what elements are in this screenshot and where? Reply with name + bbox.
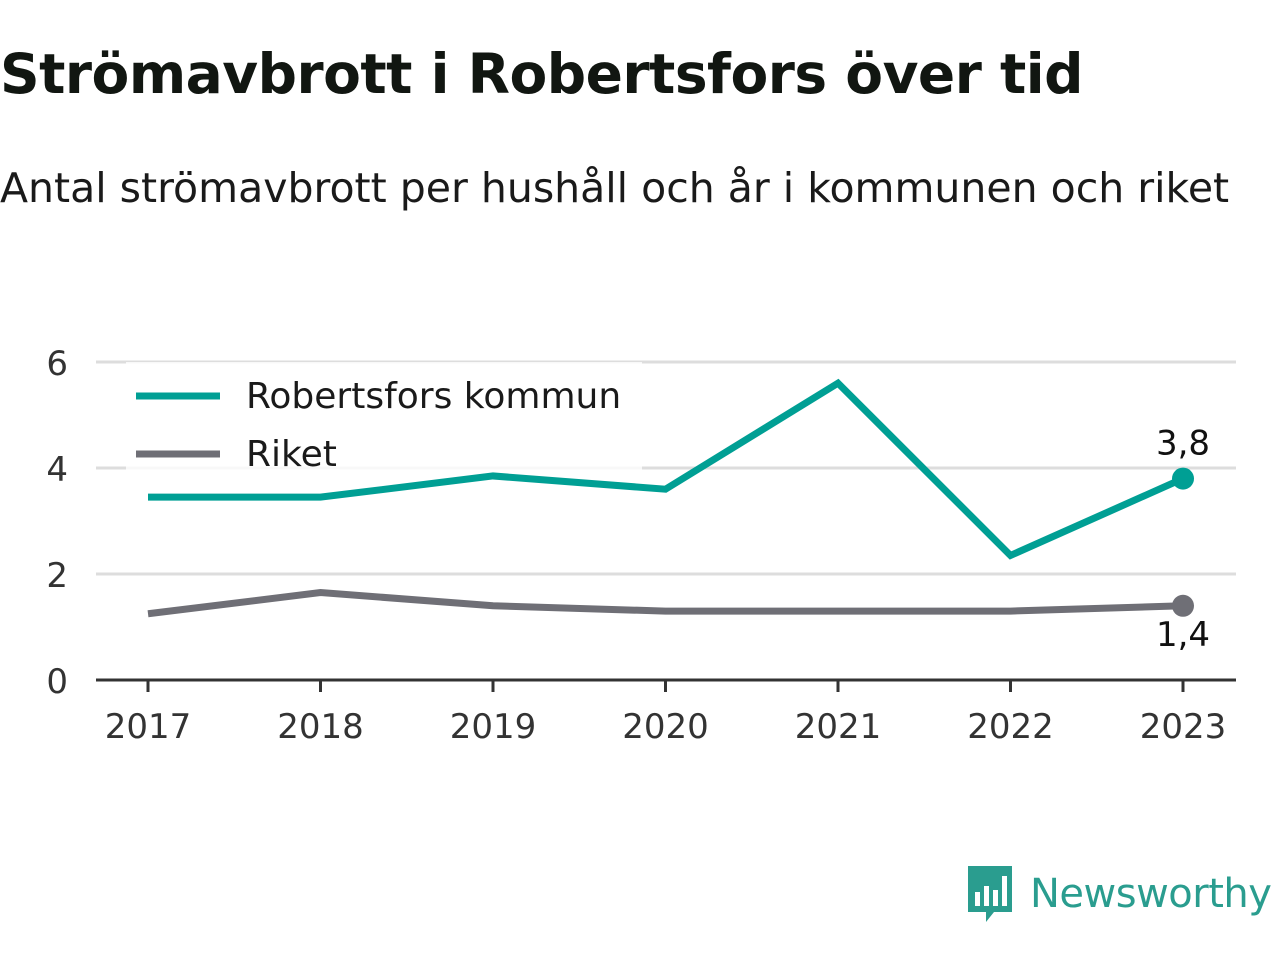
x-tick-label-2022: 2022 xyxy=(967,707,1054,747)
end-value-label-riket: 1,4 xyxy=(1156,615,1210,655)
x-tick-label-2017: 2017 xyxy=(105,707,192,747)
y-tick-label-6: 6 xyxy=(46,344,68,384)
end-point-riket xyxy=(1172,594,1194,617)
x-tick-label-2021: 2021 xyxy=(795,707,882,747)
x-tick-label-2018: 2018 xyxy=(277,707,364,747)
chart-title: Strömavbrott i Robertsfors över tid xyxy=(0,42,1084,106)
y-tick-label-0: 0 xyxy=(46,662,68,702)
series-line-riket xyxy=(147,589,1184,618)
legend: Robertsfors kommun Riket xyxy=(126,362,642,475)
end-labels: 3,8 1,4 xyxy=(1156,424,1210,655)
brand-name: Newsworthy xyxy=(1030,871,1272,917)
y-tick-label-4: 4 xyxy=(46,450,68,490)
bar-chart-speech-bubble-icon xyxy=(968,866,1012,922)
series-line-robertsfors xyxy=(148,378,1185,560)
x-tick-label-2020: 2020 xyxy=(622,707,709,747)
legend-label-riket: Riket xyxy=(246,434,337,475)
end-value-label-robertsfors: 3,8 xyxy=(1156,424,1210,464)
x-tick-label-2019: 2019 xyxy=(450,707,537,747)
y-axis-tick-labels: 0 2 4 6 xyxy=(46,344,68,702)
y-tick-label-2: 2 xyxy=(46,556,68,596)
x-tick-label-2023: 2023 xyxy=(1140,707,1227,747)
legend-label-robertsfors: Robertsfors kommun xyxy=(246,376,621,417)
x-axis: 2017 2018 2019 2020 2021 2022 2023 xyxy=(96,678,1236,747)
end-point-robertsfors xyxy=(1172,467,1194,490)
brand-logo: Newsworthy xyxy=(964,862,1272,926)
series-lines xyxy=(147,378,1194,618)
chart-subtitle: Antal strömavbrott per hushåll och år i … xyxy=(0,164,1230,212)
line-chart: 0 2 4 6 2017 2018 2019 2020 2021 2022 2023 Robert… xyxy=(46,344,1236,747)
